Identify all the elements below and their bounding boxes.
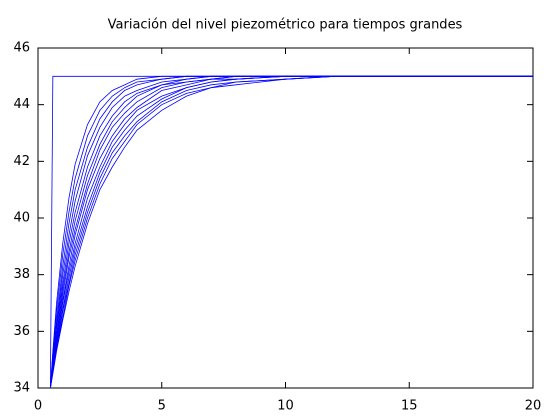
x-tick-label: 15 — [401, 399, 418, 414]
y-tick-label: 36 — [13, 324, 30, 339]
y-tick-label: 40 — [13, 211, 30, 226]
x-tick-label: 5 — [158, 399, 166, 414]
x-tick-label: 10 — [277, 399, 294, 414]
x-tick-label: 0 — [34, 399, 42, 414]
x-tick-label: 20 — [525, 399, 542, 414]
y-tick-label: 44 — [13, 97, 30, 112]
line-series — [49, 75, 533, 389]
y-tick-label: 34 — [13, 381, 30, 396]
chart-title: Variación del nivel piezométrico para ti… — [108, 18, 463, 33]
y-tick-label: 38 — [13, 267, 30, 282]
y-tick-label: 42 — [13, 154, 30, 169]
y-tick-label: 46 — [13, 41, 30, 56]
